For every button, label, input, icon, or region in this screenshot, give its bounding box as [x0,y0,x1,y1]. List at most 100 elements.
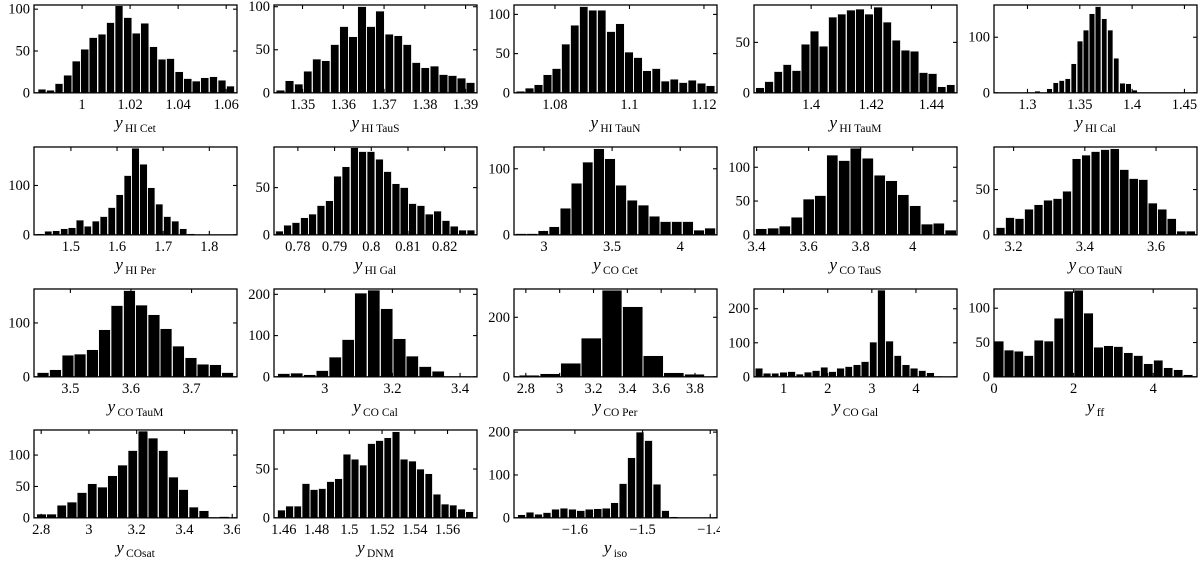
histogram-bar [661,510,670,519]
histogram-bar [559,508,568,519]
histogram-bar [933,222,945,235]
histogram-bar [660,221,671,235]
histogram-bar [994,340,1004,377]
histogram-bar [406,355,419,377]
histogram-bar [560,362,581,377]
histogram-bar [995,227,1006,235]
x-tick-label: 1.6 [108,239,126,255]
histogram-bar [1163,367,1173,377]
x-tick-label: 1.44 [919,97,945,113]
histogram-panel-y-iso: −1.6 −1.5 −1.4 0 100 200 y iso [480,425,720,567]
histogram-bar [308,213,317,235]
x-axis-label-main: y [349,113,359,132]
x-axis-label: y CO TauN [1067,255,1124,277]
histogram-bar [882,21,892,94]
histogram-bar [585,509,594,519]
histogram-bar [582,161,594,235]
histogram-bar [779,225,791,235]
axes-box [993,146,1198,236]
x-axis-label-subscript: CO Per [601,406,638,418]
histogram-bar [350,147,359,235]
histogram-bar [1033,339,1044,377]
histogram-bar [704,227,716,235]
histogram-bar [166,58,175,94]
histogram-bar [552,68,561,94]
histogram-bar [419,365,432,377]
histogram-bar [571,182,582,235]
histogram-bar [1064,78,1071,94]
y-tick-label: 0 [23,85,30,101]
histogram-bar [465,512,474,519]
histogram-bar [197,363,210,377]
histogram-bar [341,166,350,235]
histogram-bar [782,64,792,94]
histogram-bar [928,73,937,94]
histogram-bar [810,31,819,94]
histogram-bar [294,84,303,94]
y-tick-label: 0 [503,511,510,527]
x-tick-label: 1.42 [859,97,884,113]
histogram-bar [393,338,406,377]
x-tick-label: 0.78 [285,239,310,255]
x-axis-label-main: y [591,255,601,274]
y-tick-label: 100 [248,0,270,15]
histogram-bar [188,507,199,519]
histogram-bar [163,216,172,235]
histogram-bar [1053,317,1064,377]
histogram-bar [192,80,201,94]
histogram-svg-y-CO-Cal: 3 3.2 3.4 0 100 200 y CO Cal [248,286,478,418]
histogram-bar [283,224,292,235]
histogram-bar [184,357,197,377]
x-axis-label: y ff [1085,396,1104,418]
histogram-bar [375,440,384,519]
x-tick-label: 1.54 [402,522,428,538]
x-tick-label: 1.45 [1172,97,1197,113]
histogram-svg-y-CO-TauN: 3.2 3.4 3.6 0 50 y CO TauN [976,146,1198,277]
histogram-bar [416,205,425,235]
x-tick-label: −1.4 [697,522,720,538]
x-tick-label: 4 [677,239,685,255]
y-tick-label: 100 [728,335,750,351]
x-tick-label: 1.52 [369,522,394,538]
histogram-bar [68,227,76,235]
x-tick-label: 3.6 [800,239,818,255]
histogram-bar [1173,369,1183,377]
histogram-bar [706,85,715,94]
axes-box [513,287,718,377]
x-axis-label-main: y [355,538,365,557]
x-tick-label: 1.56 [435,522,460,538]
histogram-bar [1043,199,1053,235]
histogram-bar [139,163,148,235]
x-axis-label-main: y [353,255,363,274]
histogram-bar [99,216,108,235]
x-tick-label: 1 [780,380,787,396]
x-axis-label-main: y [114,538,124,557]
x-axis-label-main: y [831,396,841,415]
histogram-bar [325,200,334,235]
histogram-bar [1143,363,1154,377]
histogram-bar [909,205,921,235]
axes-box [273,287,478,377]
histogram-bars [36,431,230,519]
histogram-bar [615,184,627,235]
x-axis-label: y HI TauM [828,113,882,135]
x-tick-label: 3.5 [603,239,621,255]
y-tick-label: 50 [976,335,990,351]
axes-box [993,287,1198,377]
histogram-bars [516,6,715,94]
histogram-bar [67,502,77,519]
histogram-bar [155,203,164,235]
histogram-bar [525,87,534,94]
histogram-bar [326,481,335,519]
x-axis-label-subscript: CO TauS [837,265,881,277]
histogram-bar [864,13,874,94]
histogram-bar [433,210,442,235]
histogram-bar [1103,345,1114,377]
histogram-svg-y-ff: 0 2 4 0 50 100 y ff [968,287,1198,418]
x-axis-label: y HI TauN [589,113,642,135]
histogram-svg-y-DNM: 1.46 1.48 1.5 1.52 1.54 1.56 0 50 y DNM [256,429,478,560]
x-tick-label: 3.6 [223,522,240,538]
histogram-bar [293,506,302,519]
